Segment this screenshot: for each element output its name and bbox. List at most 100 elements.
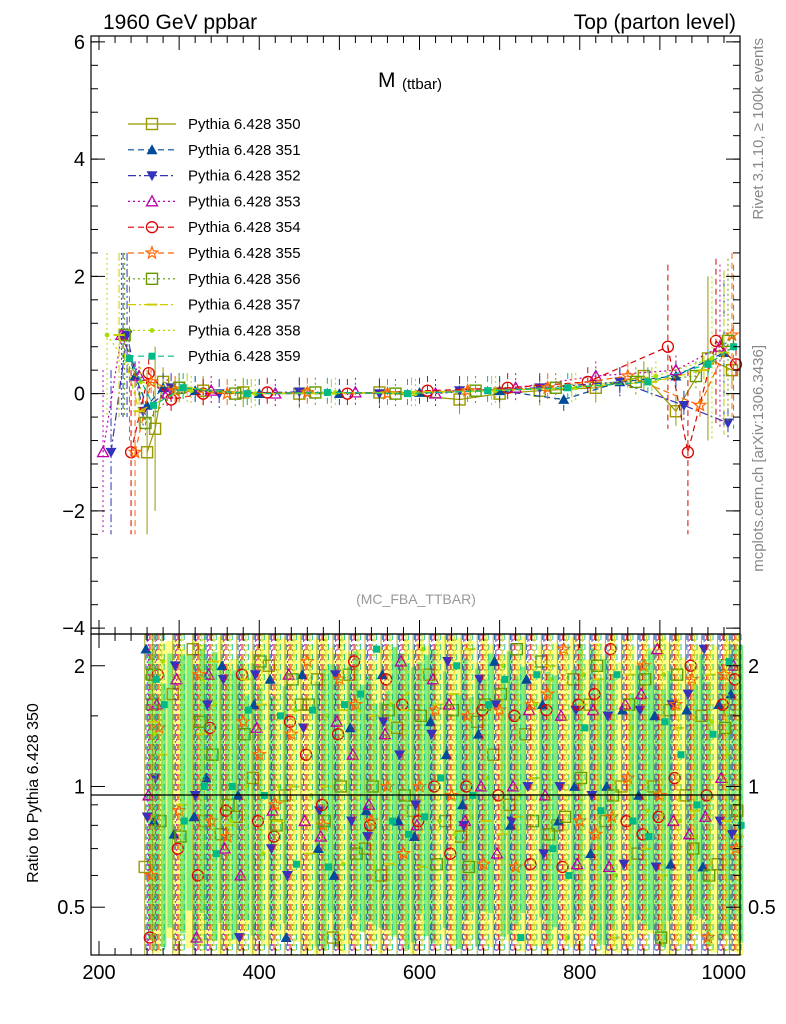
- ratio-point: [430, 858, 444, 871]
- data-point: [501, 381, 514, 394]
- ratio-ytick-label: 2: [74, 656, 85, 678]
- main-series-layer: [96, 252, 743, 535]
- ratio-point: [428, 780, 441, 793]
- ratio-band-inner: [398, 653, 404, 923]
- ratio-point: [586, 791, 598, 801]
- ratio-point: [347, 696, 363, 711]
- ratio-point: [414, 709, 427, 723]
- ratio-point: [556, 641, 572, 656]
- ratio-band-inner: [269, 696, 276, 927]
- series-pythia-6.428-355: [127, 252, 740, 535]
- ratio-point: [379, 778, 396, 793]
- ratio-point: [556, 860, 569, 874]
- legend-entry: Pythia 6.428 357: [128, 297, 301, 314]
- ratio-point: [200, 782, 208, 790]
- ratio-point: [588, 826, 604, 841]
- legend: Pythia 6.428 350 Pythia 6.428 351 Pythia 6…: [128, 116, 301, 365]
- data-point: [105, 447, 117, 458]
- ratio-point: [565, 871, 573, 879]
- ratio-point: [283, 726, 299, 741]
- ratio-point: [666, 814, 680, 827]
- data-point: [139, 416, 152, 430]
- ratio-point: [206, 748, 219, 761]
- ratio-point: [472, 728, 484, 739]
- ratio-point: [613, 671, 621, 679]
- data-point: [722, 418, 734, 429]
- ratio-point: [549, 845, 557, 853]
- ratio-band-inner: [551, 675, 558, 928]
- ratio-point: [713, 699, 725, 710]
- ratio-point: [719, 721, 732, 735]
- data-point: [614, 377, 626, 388]
- ratio-band-outer: [711, 645, 719, 953]
- ratio-point: [376, 669, 388, 680]
- legend-label: Pythia 6.428 355: [188, 245, 301, 262]
- data-point: [332, 390, 338, 395]
- data-point: [197, 387, 210, 400]
- ratio-point: [492, 702, 508, 717]
- ratio-point: [570, 857, 584, 870]
- ratio-point: [296, 669, 308, 680]
- ratio-point: [437, 774, 445, 782]
- ratio-point: [412, 814, 425, 828]
- legend-label: Pythia 6.428 350: [188, 116, 301, 133]
- ratio-point: [249, 670, 261, 681]
- ratio-point: [410, 800, 422, 811]
- ratio-point: [508, 859, 524, 874]
- data-point: [558, 393, 570, 404]
- ratio-point: [505, 819, 517, 830]
- main-ytick-label: 0: [74, 384, 85, 406]
- ratio-band-inner: [628, 693, 635, 932]
- data-point: [142, 366, 155, 380]
- ratio-point: [709, 730, 717, 738]
- ratio-point: [248, 699, 260, 710]
- ratio-point: [235, 713, 251, 729]
- ratio-point: [620, 770, 636, 785]
- ratio-point: [281, 871, 293, 881]
- legend-marker: [148, 352, 156, 360]
- ratio-band-inner: [641, 659, 648, 926]
- ratio-point: [378, 727, 392, 740]
- ratio-point: [538, 849, 550, 860]
- ratio-band-inner: [346, 666, 353, 929]
- series-pythia-6.428-358: [104, 252, 715, 441]
- ratio-point: [421, 813, 429, 821]
- ratio-point: [446, 703, 460, 717]
- data-point: [460, 382, 476, 398]
- ratio-point: [453, 662, 461, 670]
- ratio-point: [458, 814, 472, 827]
- ratio-point: [405, 830, 413, 838]
- ratio-point: [654, 931, 668, 944]
- ratio-ytick-label-right: 0.5: [748, 897, 776, 919]
- ratio-point: [494, 687, 508, 701]
- ratio-point: [636, 657, 652, 673]
- ratio-point: [599, 814, 612, 828]
- data-point: [670, 370, 682, 381]
- side-label-mcplots: mcplots.cern.ch [arXiv:1306.3436]: [750, 345, 767, 572]
- ratio-point: [622, 698, 636, 711]
- ratio-point: [542, 828, 556, 841]
- ratio-point: [299, 653, 315, 668]
- ratio-point: [737, 821, 745, 829]
- ratio-point: [212, 850, 220, 858]
- ratio-frame: [90, 633, 741, 956]
- data-point: [669, 363, 683, 376]
- ratio-point: [270, 819, 283, 832]
- ratio-point: [382, 703, 395, 717]
- data-point: [96, 445, 110, 458]
- ratio-band-outer: [582, 659, 590, 937]
- data-point: [164, 393, 178, 406]
- ratio-point: [533, 671, 541, 679]
- data-point: [243, 390, 251, 398]
- ratio-point: [373, 645, 381, 653]
- xtick-label: 600: [403, 962, 436, 984]
- legend-entry: Pythia 6.428 350: [128, 116, 301, 133]
- ratio-point: [427, 702, 443, 717]
- ratio-point: [652, 787, 668, 802]
- ratio-point: [191, 666, 207, 682]
- ratio-point: [154, 814, 167, 828]
- ratio-band-inner: [366, 673, 372, 922]
- ratio-band-outer: [172, 639, 180, 954]
- ratio-point: [631, 847, 644, 860]
